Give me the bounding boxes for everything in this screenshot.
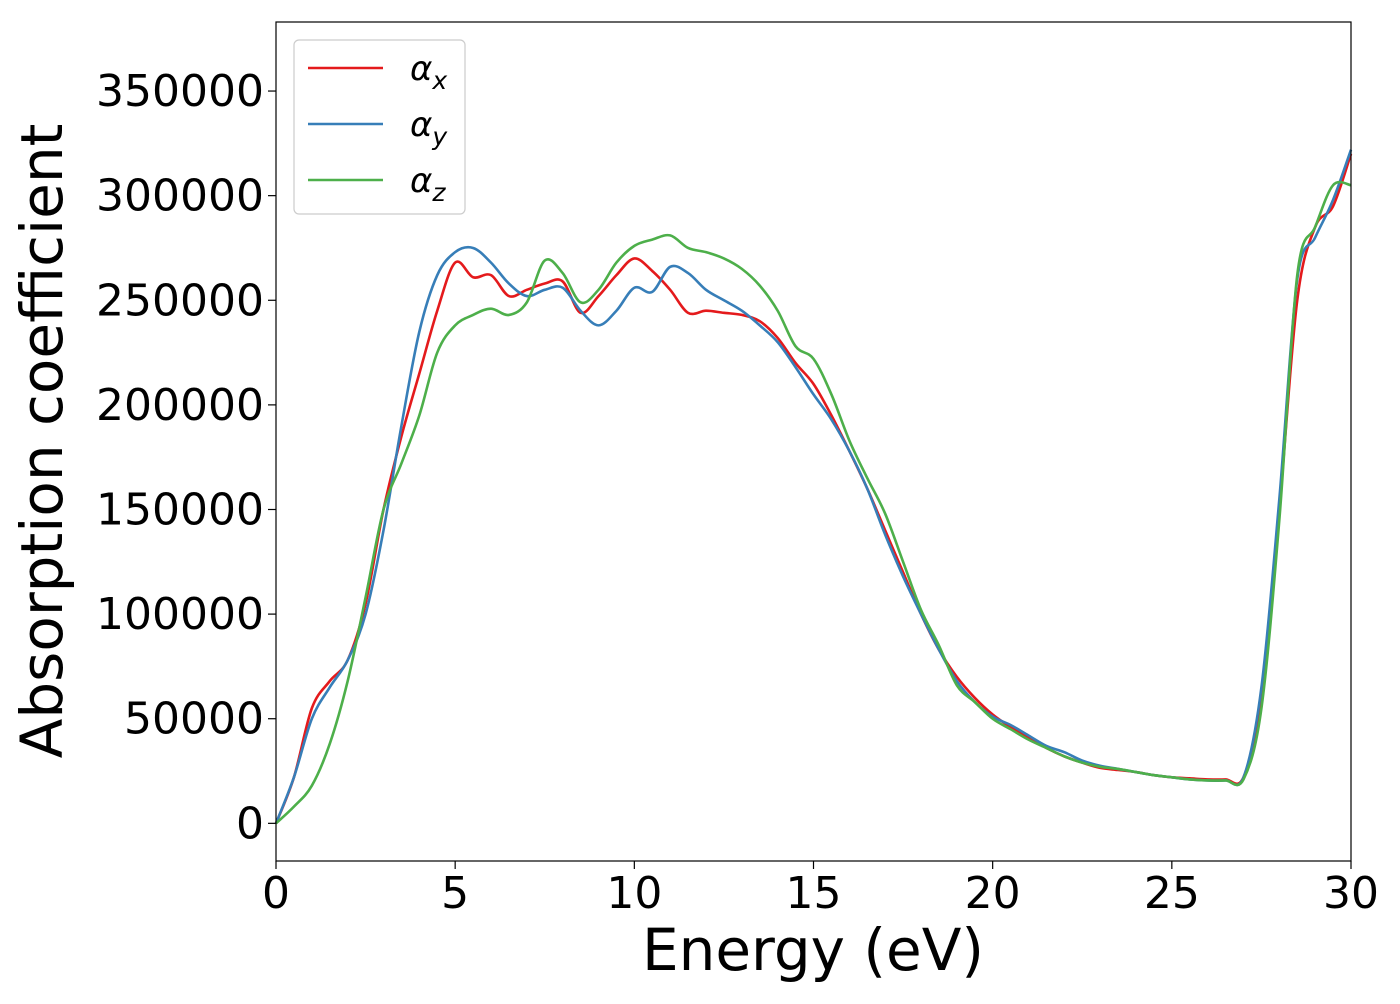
legend-box xyxy=(293,39,466,215)
y-tick-label: 100000 xyxy=(96,589,264,640)
y-tick-label: 200000 xyxy=(96,380,264,431)
y-axis-label: Absorption coefficient xyxy=(8,124,76,759)
legend: αx αy αz xyxy=(293,39,466,215)
y-tick-label: 150000 xyxy=(96,484,264,535)
y-tick-label: 350000 xyxy=(96,66,264,117)
x-tick-label: 10 xyxy=(606,868,662,919)
x-tick-label: 0 xyxy=(262,868,290,919)
y-tick-label: 250000 xyxy=(96,275,264,326)
x-tick-label: 5 xyxy=(441,868,469,919)
series-line-z xyxy=(275,180,1352,825)
x-tick-label: 15 xyxy=(786,868,842,919)
y-tick-label: 0 xyxy=(236,798,264,849)
series-line-x xyxy=(274,153,1353,824)
x-axis-ticks: 0 5 10 15 20 25 30 xyxy=(262,861,1379,919)
legend-label-x: αx xyxy=(410,49,447,95)
series-line-y xyxy=(274,149,1353,824)
y-tick-label: 300000 xyxy=(96,171,264,222)
legend-label-y: αy xyxy=(410,105,448,151)
x-tick-label: 30 xyxy=(1323,868,1379,919)
y-tick-label: 50000 xyxy=(124,694,264,745)
x-tick-label: 20 xyxy=(965,868,1021,919)
series-lines xyxy=(274,149,1353,825)
x-tick-label: 25 xyxy=(1144,868,1200,919)
x-axis-label: Energy (eV) xyxy=(642,916,984,984)
y-axis-ticks: 0 50000 100000 150000 200000 250000 300000 3500… xyxy=(96,66,276,849)
legend-label-z: αz xyxy=(410,161,446,207)
